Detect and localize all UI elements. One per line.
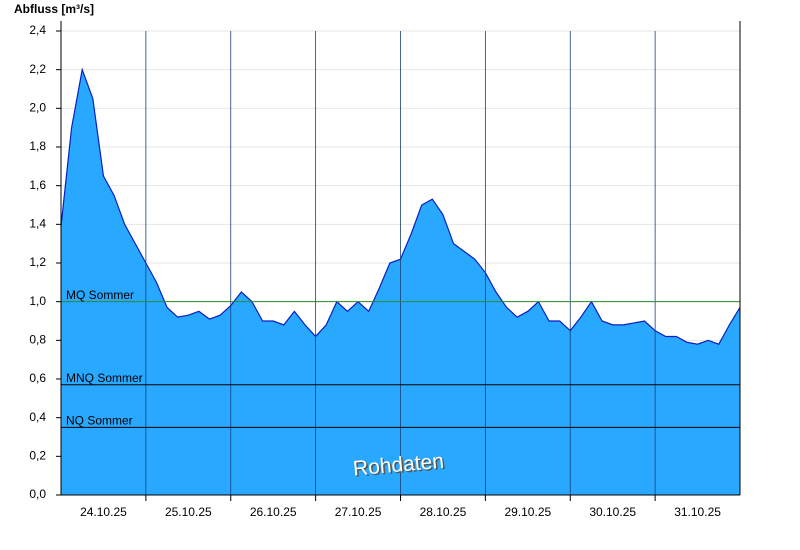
y-tick-label: 0,8 [29, 333, 46, 347]
x-tick-label: 25.10.25 [165, 505, 212, 519]
y-tick-label: 1,6 [29, 178, 46, 192]
y-tick-label: 2,4 [29, 23, 46, 37]
x-tick-label: 31.10.25 [674, 505, 721, 519]
y-tick-label: 0,4 [29, 410, 46, 424]
y-tick-label: 1,8 [29, 139, 46, 153]
y-tick-label: 1,4 [29, 217, 46, 231]
x-tick-label: 30.10.25 [589, 505, 636, 519]
y-tick-label: 0,0 [29, 487, 46, 501]
reference-label: NQ Sommer [66, 414, 133, 428]
y-tick-label: 0,6 [29, 371, 46, 385]
y-tick-label: 0,2 [29, 449, 46, 463]
y-tick-label: 1,2 [29, 255, 46, 269]
reference-label: MNQ Sommer [66, 371, 143, 385]
x-tick-label: 29.10.25 [504, 505, 551, 519]
y-tick-label: 2,0 [29, 101, 46, 115]
x-tick-label: 27.10.25 [335, 505, 382, 519]
y-tick-label: 2,2 [29, 62, 46, 76]
x-tick-label: 26.10.25 [250, 505, 297, 519]
x-tick-label: 24.10.25 [80, 505, 127, 519]
reference-label: MQ Sommer [66, 288, 134, 302]
x-tick-label: 28.10.25 [420, 505, 467, 519]
y-tick-label: 1,0 [29, 294, 46, 308]
chart-title: Abfluss [m³/s] [14, 2, 94, 16]
